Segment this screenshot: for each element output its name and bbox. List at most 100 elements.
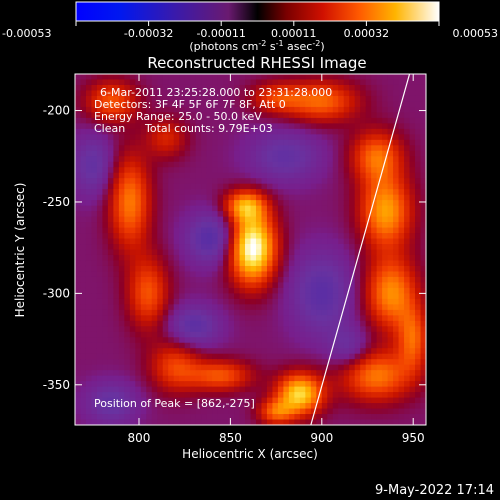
heatmap-cell <box>409 260 416 267</box>
heatmap-cell <box>91 156 98 163</box>
heatmap-cell <box>118 265 125 273</box>
heatmap-cell <box>393 265 400 273</box>
heatmap-cell <box>404 139 411 146</box>
heatmap-cell <box>398 419 405 425</box>
heatmap-cell <box>118 211 125 218</box>
heatmap-cell <box>118 216 125 223</box>
heatmap-cell <box>365 117 372 124</box>
heatmap-cell <box>349 309 356 316</box>
heatmap-cell <box>223 271 230 278</box>
heatmap-cell <box>173 238 180 245</box>
heatmap-cell <box>190 353 197 360</box>
heatmap-cell <box>75 233 82 240</box>
heatmap-cell <box>299 260 306 267</box>
heatmap-cell <box>299 392 306 399</box>
heatmap-cell <box>277 359 284 366</box>
heatmap-cell <box>321 189 328 196</box>
heatmap-cell <box>343 392 350 399</box>
heatmap-cell <box>151 233 158 240</box>
heatmap-cell <box>102 172 109 179</box>
heatmap-cell <box>250 304 257 311</box>
heatmap-cell <box>327 123 334 130</box>
heatmap-cell <box>382 315 389 322</box>
heatmap-cell <box>266 200 274 207</box>
heatmap-cell <box>387 414 394 421</box>
heatmap-cell <box>234 161 241 168</box>
heatmap-cell <box>190 260 197 267</box>
heatmap-cell <box>228 249 235 256</box>
heatmap-cell <box>415 134 422 141</box>
heatmap-cell <box>80 309 87 316</box>
heatmap-cell <box>371 293 378 300</box>
heatmap-cell <box>239 392 246 399</box>
heatmap-cell <box>415 276 422 283</box>
heatmap-cell <box>382 370 389 377</box>
heatmap-cell <box>255 320 263 327</box>
heatmap-cell <box>277 244 284 251</box>
heatmap-cell <box>398 375 405 382</box>
heatmap-cell <box>332 161 339 168</box>
heatmap-cell <box>184 254 191 262</box>
heatmap-cell <box>80 370 87 377</box>
heatmap-cell <box>223 249 230 256</box>
heatmap-cell <box>371 233 378 240</box>
heatmap-cell <box>140 260 147 267</box>
heatmap-cell <box>102 370 109 377</box>
heatmap-cell <box>354 298 361 305</box>
heatmap-cell <box>239 403 246 410</box>
heatmap-cell <box>294 161 301 168</box>
heatmap-cell <box>283 265 290 273</box>
heatmap-cell <box>245 194 252 201</box>
heatmap-cell <box>360 145 367 152</box>
heatmap-cell <box>75 84 82 92</box>
heatmap-cell <box>195 265 202 273</box>
heatmap-cell <box>190 392 197 399</box>
heatmap-cell <box>239 271 246 278</box>
heatmap-cell <box>420 403 426 410</box>
heatmap-cell <box>217 348 224 355</box>
heatmap-cell <box>261 90 268 97</box>
heatmap-cell <box>157 414 164 421</box>
heatmap-cell <box>217 408 224 415</box>
colorbar-tick-label: -0.00011 <box>196 27 245 40</box>
heatmap-cell <box>179 74 186 81</box>
heatmap-cell <box>294 216 301 223</box>
colorbar <box>75 1 440 22</box>
heatmap-cell <box>85 315 93 322</box>
heatmap-cell <box>129 249 136 256</box>
heatmap-cell <box>162 211 169 218</box>
heatmap-cell <box>321 167 328 174</box>
heatmap-cell <box>201 359 208 366</box>
heatmap-cell <box>162 79 169 86</box>
heatmap-cell <box>80 161 87 168</box>
heatmap-cell <box>107 233 114 240</box>
heatmap-cell <box>415 386 422 393</box>
heatmap-cell <box>168 183 175 190</box>
heatmap-cell <box>80 167 87 174</box>
heatmap-cell <box>168 150 175 157</box>
heatmap-cell <box>420 205 426 212</box>
heatmap-cell <box>107 238 114 245</box>
heatmap-cell <box>162 315 169 322</box>
heatmap-cell <box>85 172 93 179</box>
heatmap-cell <box>277 167 284 174</box>
heatmap-cell <box>283 156 290 163</box>
heatmap-cell <box>80 106 87 113</box>
heatmap-cell <box>354 101 361 108</box>
heatmap-cell <box>212 101 219 108</box>
heatmap-cell <box>354 194 361 201</box>
heatmap-cell <box>184 419 191 425</box>
heatmap-cell <box>332 106 339 113</box>
heatmap-cell <box>85 74 93 81</box>
heatmap-cell <box>277 419 284 425</box>
heatmap-cell <box>266 90 274 97</box>
heatmap-cell <box>102 139 109 146</box>
heatmap-cell <box>354 315 361 322</box>
heatmap-cell <box>272 145 279 152</box>
heatmap-cell <box>217 249 224 256</box>
heatmap-cell <box>387 403 394 410</box>
heatmap-cell <box>129 315 136 322</box>
heatmap-cell <box>162 167 169 174</box>
heatmap-cell <box>195 309 202 316</box>
heatmap-cell <box>272 265 279 273</box>
